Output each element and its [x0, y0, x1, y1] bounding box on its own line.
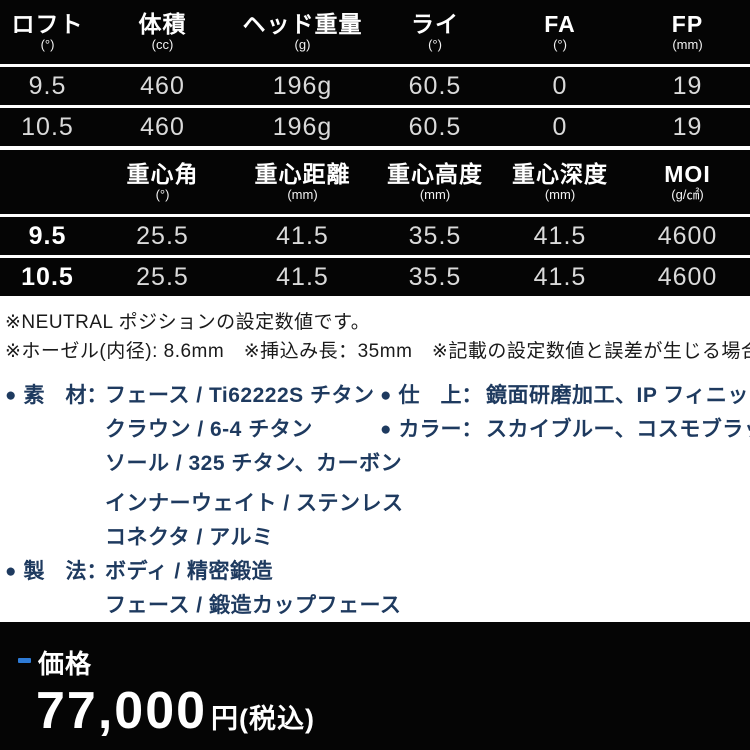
spec-tables: ロフト (°) 体積 (cc) ヘッド重量 (g) ライ (°) FA (°) FP (mm) 9.5 4… — [0, 0, 750, 296]
table-cell: 35.5 — [375, 214, 495, 257]
table-cell: 0 — [495, 105, 625, 146]
specs-column-left: ● 素 材： フェース / Ti62222S チタン クラウン / 6-4 チタンソー… — [0, 379, 403, 623]
column-header: FA (°) — [544, 11, 576, 52]
column-header: FP (mm) — [671, 11, 704, 52]
note-line-2: ※ホーゼル(内径): 8.6mm ※挿込み長：35mm ※記載の設定数値と誤差が… — [5, 341, 750, 362]
spec-line: コネクタ / アルミ — [0, 521, 375, 555]
spec-table-loft: ロフト (°) 体積 (cc) ヘッド重量 (g) ライ (°) FA (°) FP (mm) 9.5 4… — [0, 0, 750, 146]
table-row: 9.5 460 196g 60.5 0 19 — [0, 64, 750, 107]
column-header: 重心距離 (mm) — [254, 161, 351, 202]
spec-value: ソール / 325 チタン、カーボン — [105, 452, 403, 475]
spec-line: インナーウェイト / ステンレス — [0, 487, 403, 521]
table-cell: 19 — [625, 105, 750, 146]
spec-line: ● 仕 上：鏡面研磨加工、IP フィニッシュ — [375, 379, 750, 413]
spec-label-text: 製 法： — [23, 560, 108, 583]
spec-value: コネクタ / アルミ — [105, 526, 274, 549]
table-cell: 0 — [495, 64, 625, 107]
bullet-icon: ● — [5, 561, 17, 582]
column-header — [0, 148, 95, 216]
table-cell: 460 — [95, 105, 230, 146]
table-cell: 25.5 — [95, 214, 230, 257]
table-cell: 60.5 — [375, 105, 495, 146]
column-header: ヘッド重量 (g) — [242, 11, 363, 52]
table-cell: 196g — [230, 105, 375, 146]
specs-column-right: ● 仕 上：鏡面研磨加工、IP フィニッシュ ● カラー：スカイブルー、コスモブラック — [375, 379, 750, 623]
table-cell: 10.5 — [0, 105, 95, 146]
spec-value: インナーウェイト / ステンレス — [105, 492, 404, 515]
spec-value: 鏡面研磨加工、IP フィニッシュ — [486, 384, 750, 407]
spec-label: ● 仕 上： — [375, 379, 486, 413]
table-cell: 9.5 — [0, 64, 95, 107]
spec-label: ● 製 法： — [0, 555, 108, 589]
table-cell: 41.5 — [230, 255, 375, 296]
table-cell: 25.5 — [95, 255, 230, 296]
table-cell: 4600 — [625, 214, 750, 257]
bullet-icon: ● — [380, 385, 392, 406]
notes-section: ※NEUTRAL ポジションの設定数値です。 ※ホーゼル(内径): 8.6mm … — [0, 296, 750, 366]
spec-label: ● 素 材： — [0, 379, 108, 413]
column-header: ロフト (°) — [11, 11, 84, 52]
spec-value: フェース / Ti62222S チタン — [105, 384, 375, 407]
bullet-icon: ● — [5, 385, 17, 406]
price-amount-row: 77,000 円(税込) — [0, 683, 750, 739]
note-line-1: ※NEUTRAL ポジションの設定数値です。 — [5, 312, 371, 333]
spec-line: ● カラー：スカイブルー、コスモブラック — [375, 413, 750, 447]
table-cell: 4600 — [625, 255, 750, 296]
price-bar: 価格 77,000 円(税込) — [0, 622, 750, 750]
table-cell: 460 — [95, 64, 230, 107]
table-row: 10.5 460 196g 60.5 0 19 — [0, 105, 750, 146]
spec-table-gravity: 重心角 (°) 重心距離 (mm) 重心高度 (mm) 重心深度 (mm) MOI (g/㎠) 9.… — [0, 146, 750, 296]
table-cell: 41.5 — [495, 255, 625, 296]
table-cell: 10.5 — [0, 255, 95, 296]
table-cell: 41.5 — [495, 214, 625, 257]
spec-value: スカイブルー、コスモブラック — [486, 418, 750, 441]
price-label-row: 価格 — [0, 622, 750, 681]
spec-label-text: 素 材： — [23, 384, 108, 407]
table-row: 10.5 25.5 41.5 35.5 41.5 4600 — [0, 255, 750, 296]
column-header: 重心高度 (mm) — [387, 161, 483, 202]
spec-label: ● カラー： — [375, 413, 486, 447]
spec-label-text: 仕 上： — [398, 384, 483, 407]
spec-value: フェース / 鍛造カップフェース — [105, 594, 402, 617]
spec-line: ● 素 材： フェース / Ti62222S チタン — [0, 379, 375, 413]
table-cell: 35.5 — [375, 255, 495, 296]
price-value: 77,000 — [36, 682, 208, 740]
price-suffix: 円(税込) — [211, 704, 316, 734]
material-specs-section: ● 素 材： フェース / Ti62222S チタン クラウン / 6-4 チタンソー… — [0, 366, 750, 623]
column-header: ライ (°) — [411, 11, 459, 52]
spec-line: ● 製 法： ボディ / 精密鍛造 — [0, 555, 375, 589]
price-label: 価格 — [38, 649, 93, 679]
column-header: MOI (g/㎠) — [664, 161, 711, 202]
column-header: 重心深度 (mm) — [512, 161, 608, 202]
spec-line: フェース / 鍛造カップフェース — [0, 589, 401, 623]
table-cell: 196g — [230, 64, 375, 107]
spec-value: ボディ / 精密鍛造 — [105, 560, 274, 583]
spec-line: ソール / 325 チタン、カーボン — [0, 447, 402, 481]
column-header: 体積 (cc) — [138, 11, 187, 52]
table-cell: 41.5 — [230, 214, 375, 257]
spec-label-text: カラー： — [398, 418, 483, 441]
column-header: 重心角 (°) — [126, 161, 199, 202]
bullet-icon: ● — [380, 419, 392, 440]
table-cell: 60.5 — [375, 64, 495, 107]
spec-value: クラウン / 6-4 チタン — [105, 418, 313, 441]
spec-line: クラウン / 6-4 チタン — [0, 413, 375, 447]
accent-dash-icon — [18, 658, 31, 663]
table-cell: 19 — [625, 64, 750, 107]
table-cell: 9.5 — [0, 214, 95, 257]
table-row: 9.5 25.5 41.5 35.5 41.5 4600 — [0, 214, 750, 257]
